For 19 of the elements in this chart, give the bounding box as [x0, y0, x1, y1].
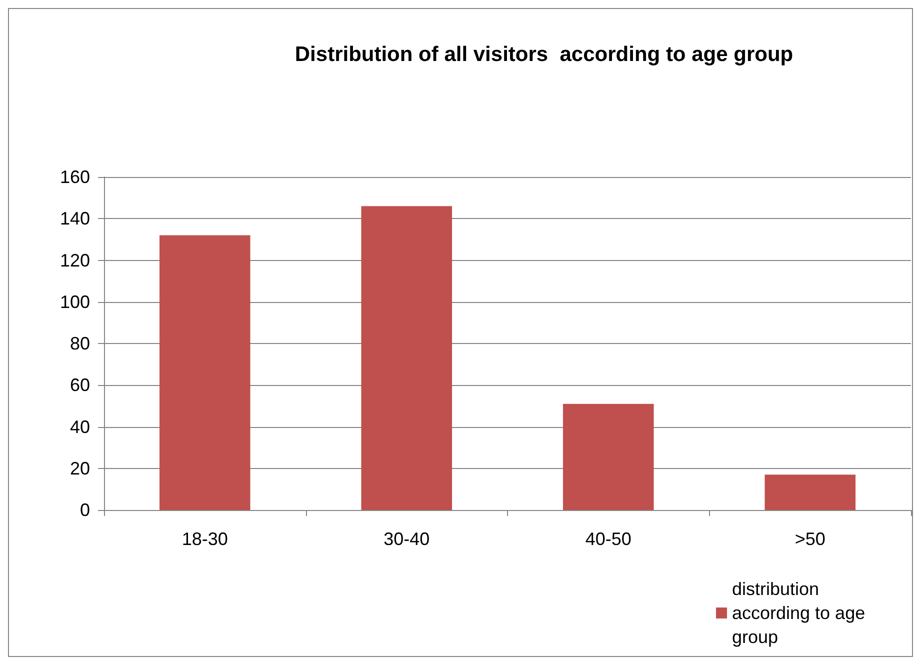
x-tick-label: 40-50 [585, 529, 632, 549]
y-tick-label: 40 [70, 416, 90, 437]
y-tick-label: 0 [80, 500, 90, 520]
bar [764, 474, 856, 510]
y-tick-label: 100 [60, 292, 90, 312]
y-tick-label: 160 [60, 167, 90, 187]
y-tick-label: 120 [60, 250, 90, 270]
y-tick-label: 20 [70, 458, 90, 478]
bar [361, 206, 452, 510]
bar [159, 235, 250, 510]
legend-label: distribution according to age group [732, 579, 870, 647]
y-tick-label: 140 [60, 208, 90, 229]
y-tick-label: 60 [70, 375, 90, 396]
bar [562, 404, 654, 510]
x-tick-label: >50 [794, 529, 826, 549]
y-tick-label: 80 [70, 334, 90, 354]
chart-title: Distribution of all visitors according to age group [294, 43, 794, 66]
x-tick-label: 30-40 [384, 529, 430, 549]
x-tick-label: 18-30 [182, 529, 228, 549]
